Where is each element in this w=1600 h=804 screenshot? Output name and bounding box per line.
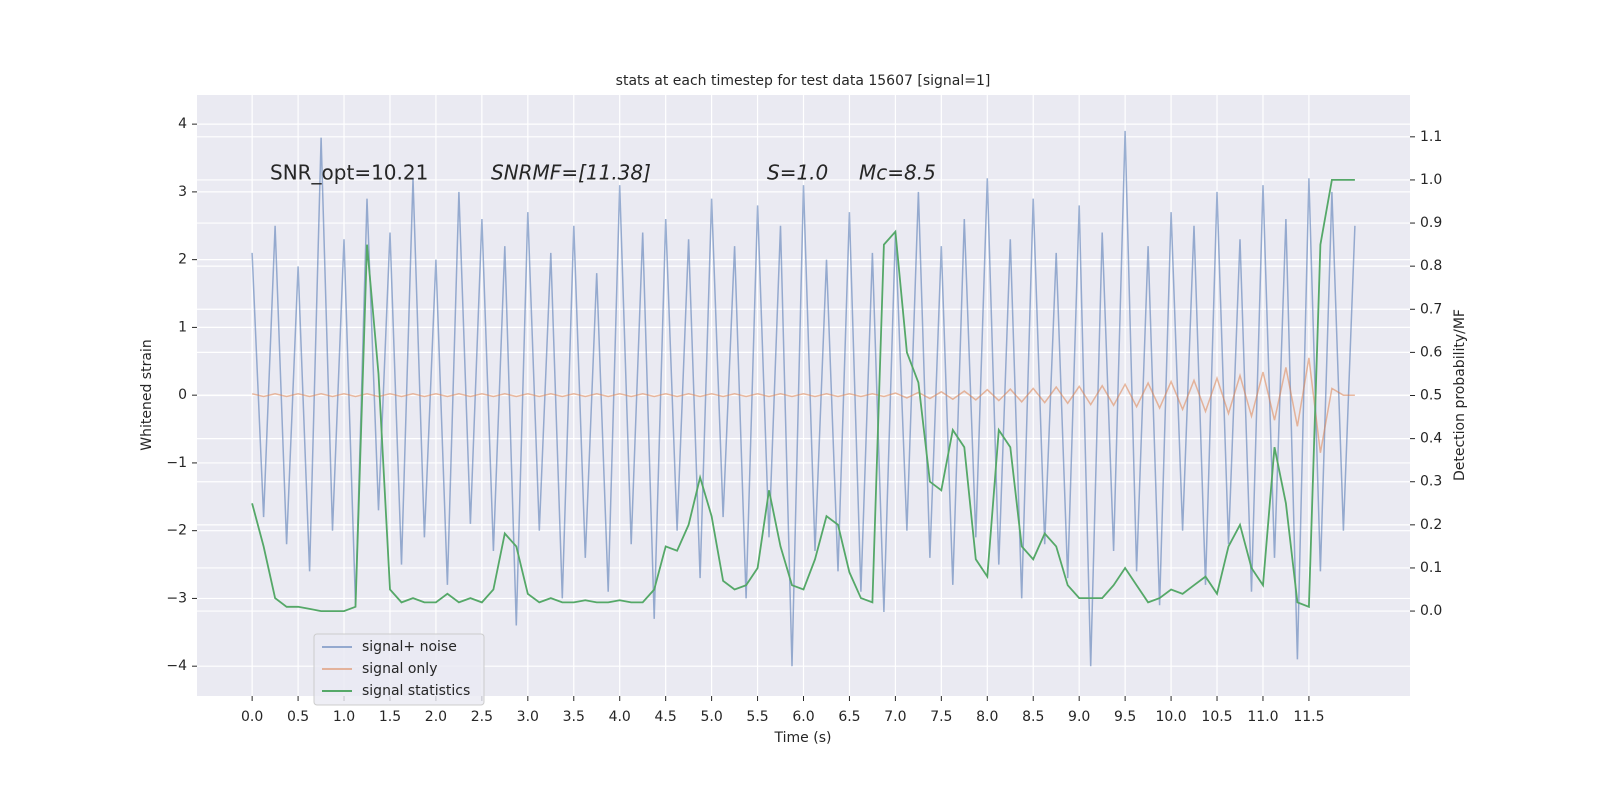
x-tick-label: 10.5 (1201, 709, 1232, 725)
y-tick-label: 0 (178, 387, 187, 403)
y-tick-label: 4 (178, 116, 187, 132)
x-tick-label: 2.5 (471, 709, 493, 725)
y2-axis-label: Detection probability/MF (1452, 309, 1468, 481)
y2-tick-label: 0.2 (1420, 517, 1442, 533)
legend: signal+ noise signal only signal statistic… (313, 633, 485, 706)
x-tick-label: 4.0 (609, 709, 631, 725)
y2-tick-label: 0.4 (1420, 431, 1442, 447)
x-tick-label: 10.0 (1155, 709, 1186, 725)
x-tick-label: 6.5 (838, 709, 860, 725)
y-tick-label: 1 (178, 319, 187, 335)
chart-title: stats at each timestep for test data 156… (616, 73, 991, 89)
y2-tick-label: 0.8 (1420, 258, 1442, 274)
annotation: SNR_opt=10.21 (270, 161, 428, 185)
series-line (251, 179, 1355, 612)
legend-label: signal only (362, 661, 437, 677)
y-tick-label: −3 (166, 590, 187, 606)
x-tick-label: 0.0 (241, 709, 263, 725)
series-line (251, 357, 1355, 453)
x-tick-label: 2.0 (425, 709, 447, 725)
legend-label: signal statistics (362, 683, 470, 699)
y-axis-label: Whitened strain (139, 339, 155, 450)
annotation: SNRMF=[11.38] (491, 161, 651, 185)
y2-tick-label: 0.1 (1420, 560, 1442, 576)
x-tick-label: 1.5 (379, 709, 401, 725)
legend-box (313, 633, 485, 706)
x-tick-label: 8.0 (976, 709, 998, 725)
y2-tick-label: 1.1 (1420, 129, 1442, 145)
x-axis-label: Time (s) (774, 730, 832, 746)
x-tick-label: 0.5 (287, 709, 309, 725)
x-tick-label: 1.0 (333, 709, 355, 725)
x-tick-label: 8.5 (1022, 709, 1044, 725)
x-tick-label: 7.0 (884, 709, 906, 725)
marks (251, 130, 1356, 667)
x-tick-label: 3.5 (563, 709, 585, 725)
y2-tick-label: 0.6 (1420, 344, 1442, 360)
series-line (251, 130, 1356, 667)
x-tick-label: 6.0 (792, 709, 814, 725)
y-tick-label: −4 (166, 658, 187, 674)
x-tick-label: 4.5 (655, 709, 677, 725)
y2-tick-label: 1.0 (1420, 172, 1442, 188)
labels: 0.0 0.5 1.0 1.5 2.0 2.5 3.0 3.5 4.0 4.5 5.0 5.5 6.0 6… (166, 116, 1442, 725)
y2-tick-label: 0.7 (1420, 301, 1442, 317)
x-tick-label: 5.0 (700, 709, 722, 725)
y-tick-label: 2 (178, 252, 187, 268)
x-tick-label: 11.5 (1293, 709, 1324, 725)
y2-tick-label: 0.9 (1420, 215, 1442, 231)
y-tick-label: −2 (166, 523, 187, 539)
annotation: S=1.0 (767, 161, 828, 185)
x-tick-label: 7.5 (930, 709, 952, 725)
y2-tick-label: 0.5 (1420, 388, 1442, 404)
legend-label: signal+ noise (362, 639, 457, 655)
annotation: Mc=8.5 (859, 161, 936, 185)
y2-tick-label: 0.0 (1420, 603, 1442, 619)
x-tick-label: 11.0 (1247, 709, 1278, 725)
y-tick-label: −1 (166, 455, 187, 471)
y2-tick-label: 0.3 (1420, 474, 1442, 490)
x-tick-label: 3.0 (517, 709, 539, 725)
x-tick-label: 5.5 (746, 709, 768, 725)
x-tick-label: 9.5 (1114, 709, 1136, 725)
x-tick-label: 9.0 (1068, 709, 1090, 725)
y-tick-label: 3 (178, 184, 187, 200)
